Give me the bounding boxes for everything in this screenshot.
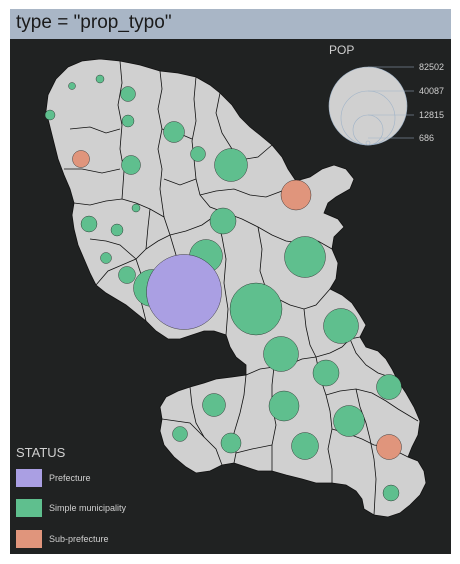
map-frame: type = "prop_typo" [10, 9, 451, 554]
commune-symbol[interactable] [263, 336, 299, 372]
commune-symbol[interactable] [95, 74, 105, 84]
size-legend-value: 686 [419, 133, 434, 143]
map-title: type = "prop_typo" [16, 12, 172, 33]
map-canvas: POP 82502 40087 12815 686 [44, 43, 444, 518]
status-legend-label: Sub-prefecture [49, 534, 109, 544]
commune-symbol[interactable] [190, 146, 206, 162]
commune-symbol[interactable] [382, 484, 400, 502]
commune-symbol[interactable] [312, 359, 340, 387]
title-bar: type = "prop_typo" [10, 9, 451, 39]
size-legend: POP 82502 40087 12815 686 [328, 43, 444, 146]
commune-symbol[interactable] [220, 432, 242, 454]
commune-symbol[interactable] [72, 150, 90, 168]
prefecture-symbol[interactable] [146, 254, 222, 330]
commune-symbol[interactable] [118, 266, 136, 284]
status-legend-label: Simple municipality [49, 503, 127, 513]
commune-symbol[interactable] [121, 114, 135, 128]
commune-symbol[interactable] [202, 393, 226, 417]
commune-symbol[interactable] [80, 215, 98, 233]
commune-symbol[interactable] [376, 434, 402, 460]
commune-symbols [44, 74, 402, 502]
size-legend-value: 82502 [419, 62, 444, 72]
simple-municipality-swatch [16, 499, 42, 517]
size-legend-value: 40087 [419, 86, 444, 96]
commune-symbol[interactable] [323, 308, 359, 344]
commune-symbol[interactable] [120, 86, 136, 102]
commune-symbol[interactable] [284, 236, 326, 278]
commune-symbol[interactable] [229, 282, 283, 336]
commune-symbol[interactable] [280, 179, 312, 211]
status-legend-title: STATUS [16, 445, 66, 460]
sub-prefecture-swatch [16, 530, 42, 548]
commune-symbol[interactable] [172, 426, 188, 442]
prefecture-swatch [16, 469, 42, 487]
commune-symbol[interactable] [268, 390, 300, 422]
size-legend-title: POP [329, 43, 354, 57]
size-legend-circle-1 [328, 66, 408, 146]
commune-symbol[interactable] [291, 432, 319, 460]
commune-symbol[interactable] [110, 223, 124, 237]
commune-symbol[interactable] [163, 121, 185, 143]
commune-symbol[interactable] [333, 405, 365, 437]
commune-symbol[interactable] [44, 109, 56, 121]
commune-symbol[interactable] [68, 82, 76, 90]
commune-symbol[interactable] [100, 252, 112, 264]
sub-prefecture-symbols [72, 150, 402, 460]
commune-symbol[interactable] [214, 148, 248, 182]
commune-symbol[interactable] [131, 203, 141, 213]
commune-symbol[interactable] [376, 374, 402, 400]
commune-symbol[interactable] [121, 155, 141, 175]
commune-symbol[interactable] [209, 207, 237, 235]
size-legend-value: 12815 [419, 110, 444, 120]
status-legend-label: Prefecture [49, 473, 91, 483]
size-legend-circle-4 [365, 140, 371, 146]
